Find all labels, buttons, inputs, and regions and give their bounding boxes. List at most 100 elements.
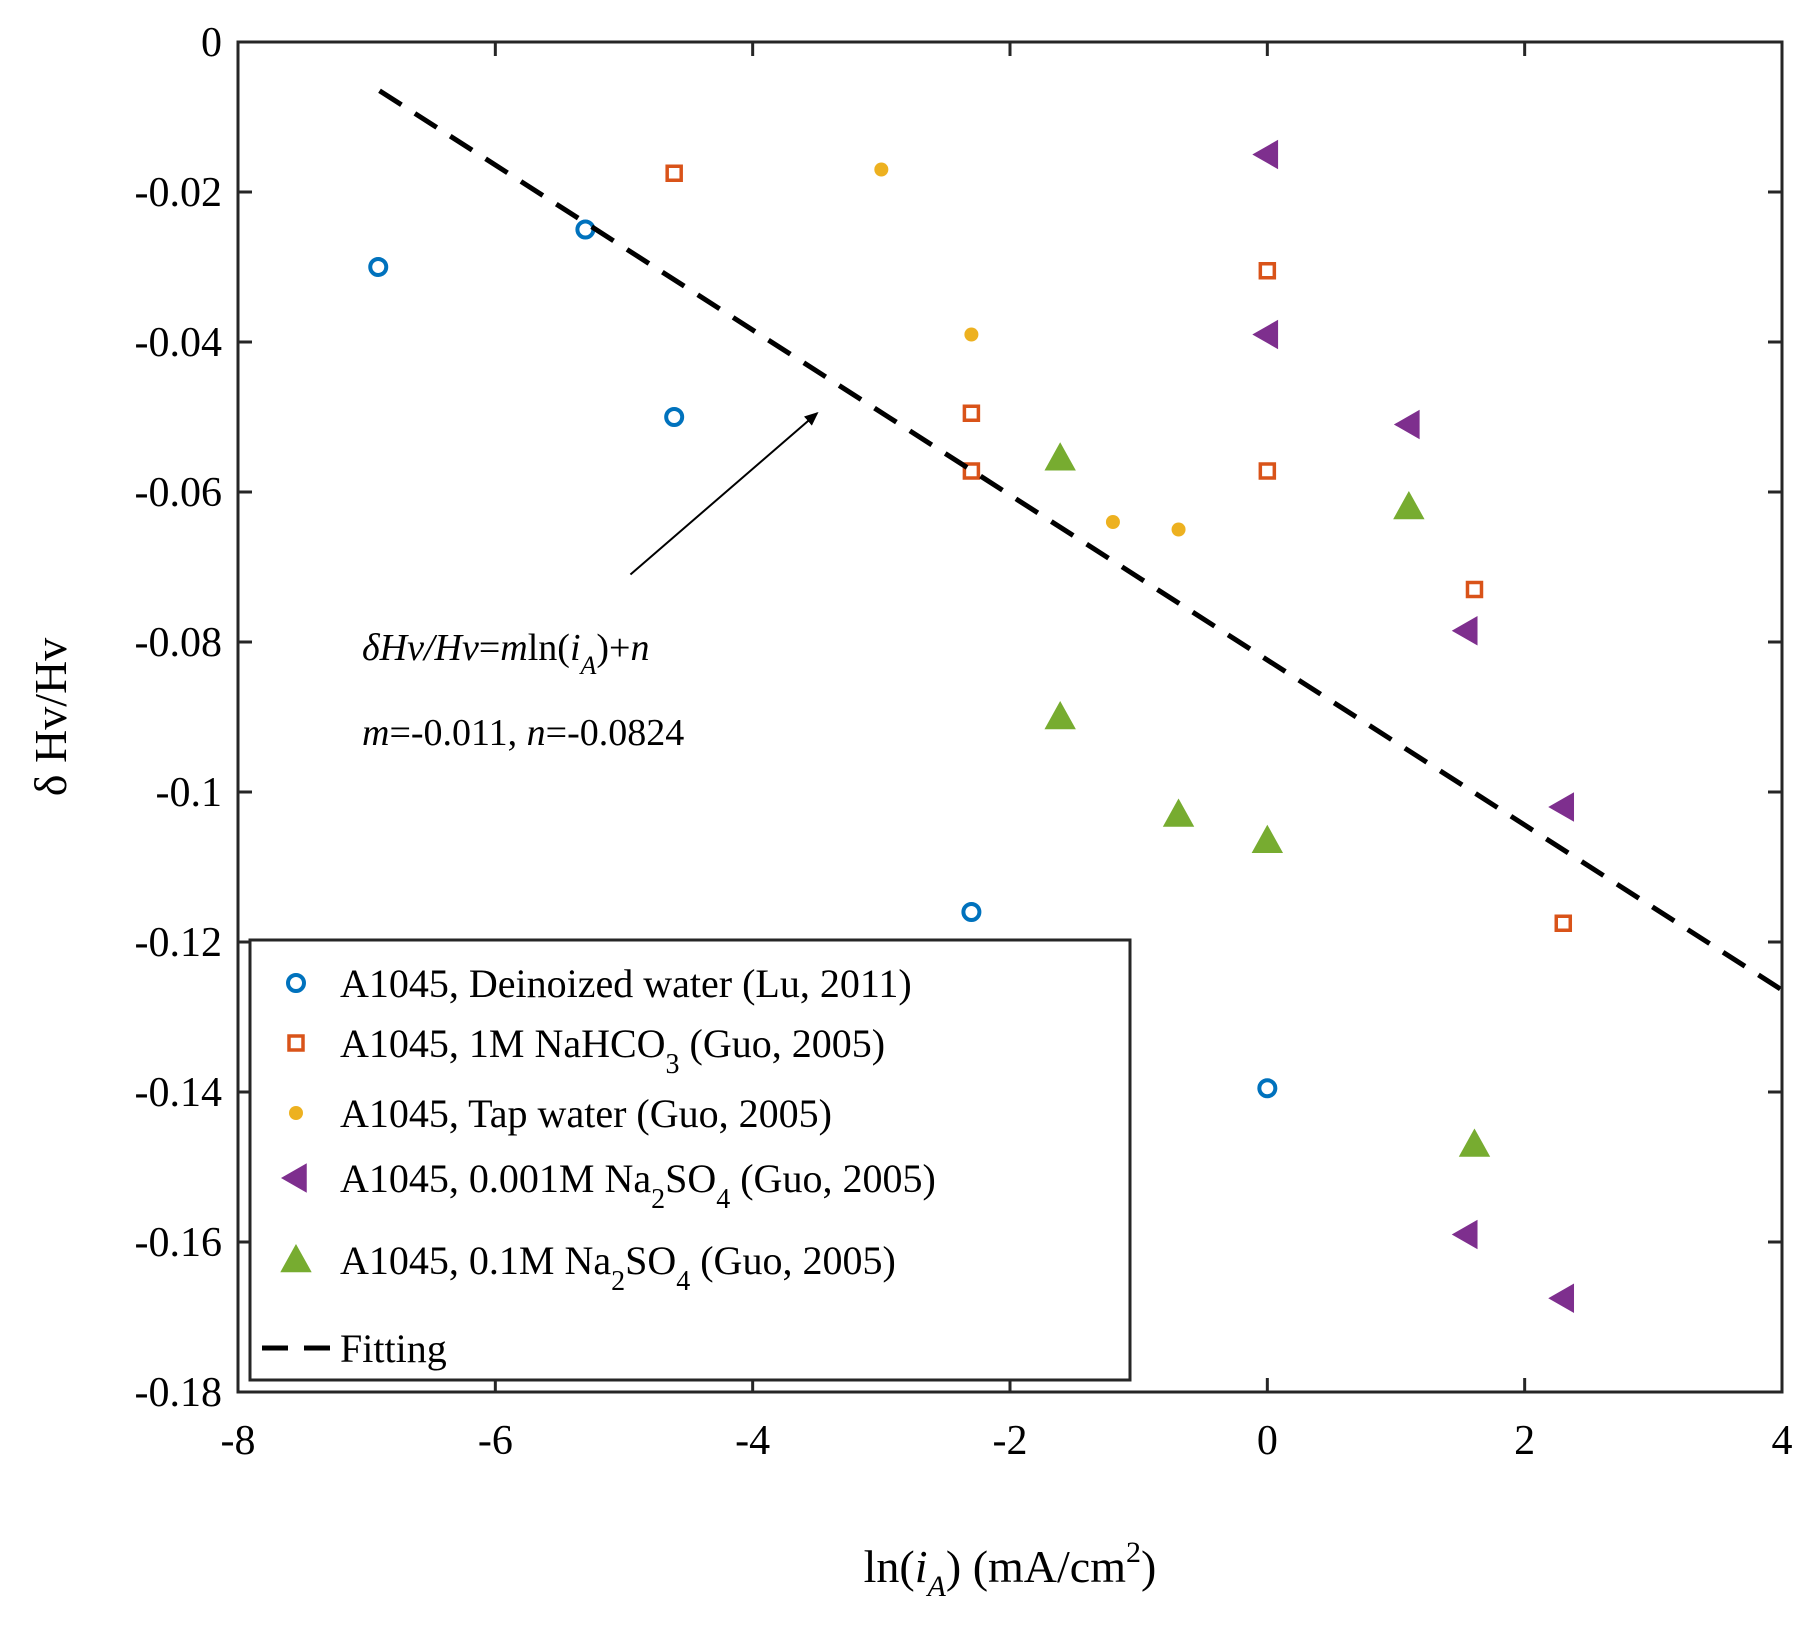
legend-marker xyxy=(280,1163,307,1193)
series-3 xyxy=(874,162,1186,537)
data-point xyxy=(368,257,389,277)
param-n: n xyxy=(527,712,546,754)
eq-ln: ln( xyxy=(528,627,570,669)
data-point xyxy=(1105,515,1120,529)
x-label-var: i xyxy=(915,1541,928,1592)
legend-marker xyxy=(280,1243,312,1273)
legend-marker xyxy=(286,973,306,993)
fit-equation: δHv/Hv=mln(iA)+n xyxy=(362,627,650,680)
data-point xyxy=(1393,490,1425,520)
data-point xyxy=(1252,319,1279,350)
data-point xyxy=(962,404,981,422)
data-point xyxy=(1044,442,1076,471)
data-point xyxy=(1548,792,1575,822)
series-1 xyxy=(368,219,1278,1099)
y-tick-label: -0.18 xyxy=(135,1370,223,1416)
y-tick-label: -0.08 xyxy=(135,620,223,666)
y-tick-label: -0.12 xyxy=(135,920,223,966)
legend-marker xyxy=(287,1034,305,1052)
legend-label: A1045, 0.001M Na2SO4 (Guo, 2005) xyxy=(340,1156,936,1215)
fit-layer xyxy=(378,88,1784,993)
data-point xyxy=(1258,262,1277,280)
series-2 xyxy=(665,164,1573,932)
legend-tail: (Guo, 2005) xyxy=(690,1238,896,1283)
y-tick-label: -0.16 xyxy=(135,1220,223,1266)
data-point xyxy=(1257,1078,1278,1099)
data-point xyxy=(575,219,596,240)
legend-tail: (Guo, 2005) xyxy=(680,1021,886,1066)
y-tick-label: 0 xyxy=(201,20,222,66)
data-point xyxy=(962,462,981,480)
data-point xyxy=(964,327,979,342)
fit-annotation: δHv/Hv=mln(iA)+nm=-0.011, n=-0.0824 xyxy=(362,411,819,754)
legend-sub: 2 xyxy=(611,1266,625,1297)
legend-text-main: A1045, Tap water (Guo, 2005) xyxy=(340,1091,832,1136)
legend-mid: SO xyxy=(665,1156,716,1201)
x-tick-label: 4 xyxy=(1772,1418,1793,1464)
legend-tail: (Guo, 2005) xyxy=(730,1156,936,1201)
data-point xyxy=(1465,580,1484,599)
data-point xyxy=(1451,616,1478,646)
data-point xyxy=(1044,700,1076,730)
legend-marker xyxy=(289,1106,303,1120)
legend-mid: SO xyxy=(625,1238,676,1283)
legend-label: A1045, Deinoized water (Lu, 2011) xyxy=(340,961,912,1006)
data-point xyxy=(1393,409,1420,440)
x-axis-label: ln(iA) (mA/cm2) xyxy=(864,1536,1157,1603)
series-4 xyxy=(1252,139,1575,1313)
data-point xyxy=(1258,462,1277,480)
legend-sub2: 4 xyxy=(676,1266,690,1297)
fit-params: m=-0.011, n=-0.0824 xyxy=(362,712,684,754)
series-5 xyxy=(1044,442,1491,1157)
param-m: m xyxy=(362,712,389,754)
eq-m: m xyxy=(500,627,527,669)
data-point xyxy=(1548,1283,1575,1313)
x-tick-label: -4 xyxy=(735,1418,770,1464)
data-marks xyxy=(368,139,1575,1313)
legend-label: A1045, 1M NaHCO3 (Guo, 2005) xyxy=(340,1021,885,1080)
legend-sub: 2 xyxy=(651,1184,665,1215)
legend-text-main: A1045, 0.001M Na xyxy=(340,1156,651,1201)
data-point xyxy=(874,162,889,177)
data-point xyxy=(665,164,683,182)
x-label-suffix: ) (mA/cm xyxy=(946,1541,1126,1592)
legend-text-main: A1045, 0.1M Na xyxy=(340,1238,611,1283)
annotation-arrow xyxy=(629,411,819,576)
eq-lhs: δHv/Hv xyxy=(362,627,479,669)
data-point xyxy=(1251,824,1284,853)
data-point xyxy=(1162,798,1195,827)
eq-n: n xyxy=(631,627,650,669)
legend-box xyxy=(248,938,1132,1382)
x-tick-label: -2 xyxy=(993,1418,1028,1464)
y-tick-label: -0.06 xyxy=(135,470,223,516)
x-tick-label: 0 xyxy=(1257,1418,1278,1464)
y-tick-label: -0.04 xyxy=(135,320,223,366)
x-label-prefix: ln( xyxy=(864,1541,915,1592)
eq-plus: )+ xyxy=(596,627,630,669)
x-label-sub: A xyxy=(926,1570,947,1603)
eq-equals: = xyxy=(479,627,500,669)
eq-i: i xyxy=(570,627,581,669)
eq-sub-a: A xyxy=(579,651,597,680)
y-axis-label: δ Hv/Hv xyxy=(25,638,76,796)
fit-line xyxy=(378,88,1784,993)
axis-labels: ln(iA) (mA/cm2)δ Hv/Hv xyxy=(25,638,1156,1603)
x-tick-label: 2 xyxy=(1514,1418,1535,1464)
axis-ticks: -8 -6 -4 -2 0 2 4 0 -0.02 -0.04 -0.06 -0.08 -0.1 -0.1… xyxy=(135,20,1793,1464)
legend-label: A1045, 0.1M Na2SO4 (Guo, 2005) xyxy=(340,1238,896,1297)
x-label-close: ) xyxy=(1141,1541,1156,1592)
legend-sub: 3 xyxy=(666,1049,680,1080)
legend-text-main: A1045, 1M NaHCO xyxy=(340,1021,666,1066)
x-label-sup: 2 xyxy=(1126,1536,1141,1569)
x-tick-label: -8 xyxy=(221,1418,256,1464)
data-point xyxy=(1458,1128,1491,1157)
legend-label: Fitting xyxy=(340,1326,447,1371)
data-point xyxy=(961,902,982,922)
y-tick-label: -0.02 xyxy=(135,170,223,216)
legend-sub2: 4 xyxy=(716,1184,730,1215)
legend-label: A1045, Tap water (Guo, 2005) xyxy=(340,1091,832,1136)
param-n-value: =-0.0824 xyxy=(546,712,685,754)
data-point xyxy=(1451,1219,1478,1250)
data-point xyxy=(1252,139,1279,170)
